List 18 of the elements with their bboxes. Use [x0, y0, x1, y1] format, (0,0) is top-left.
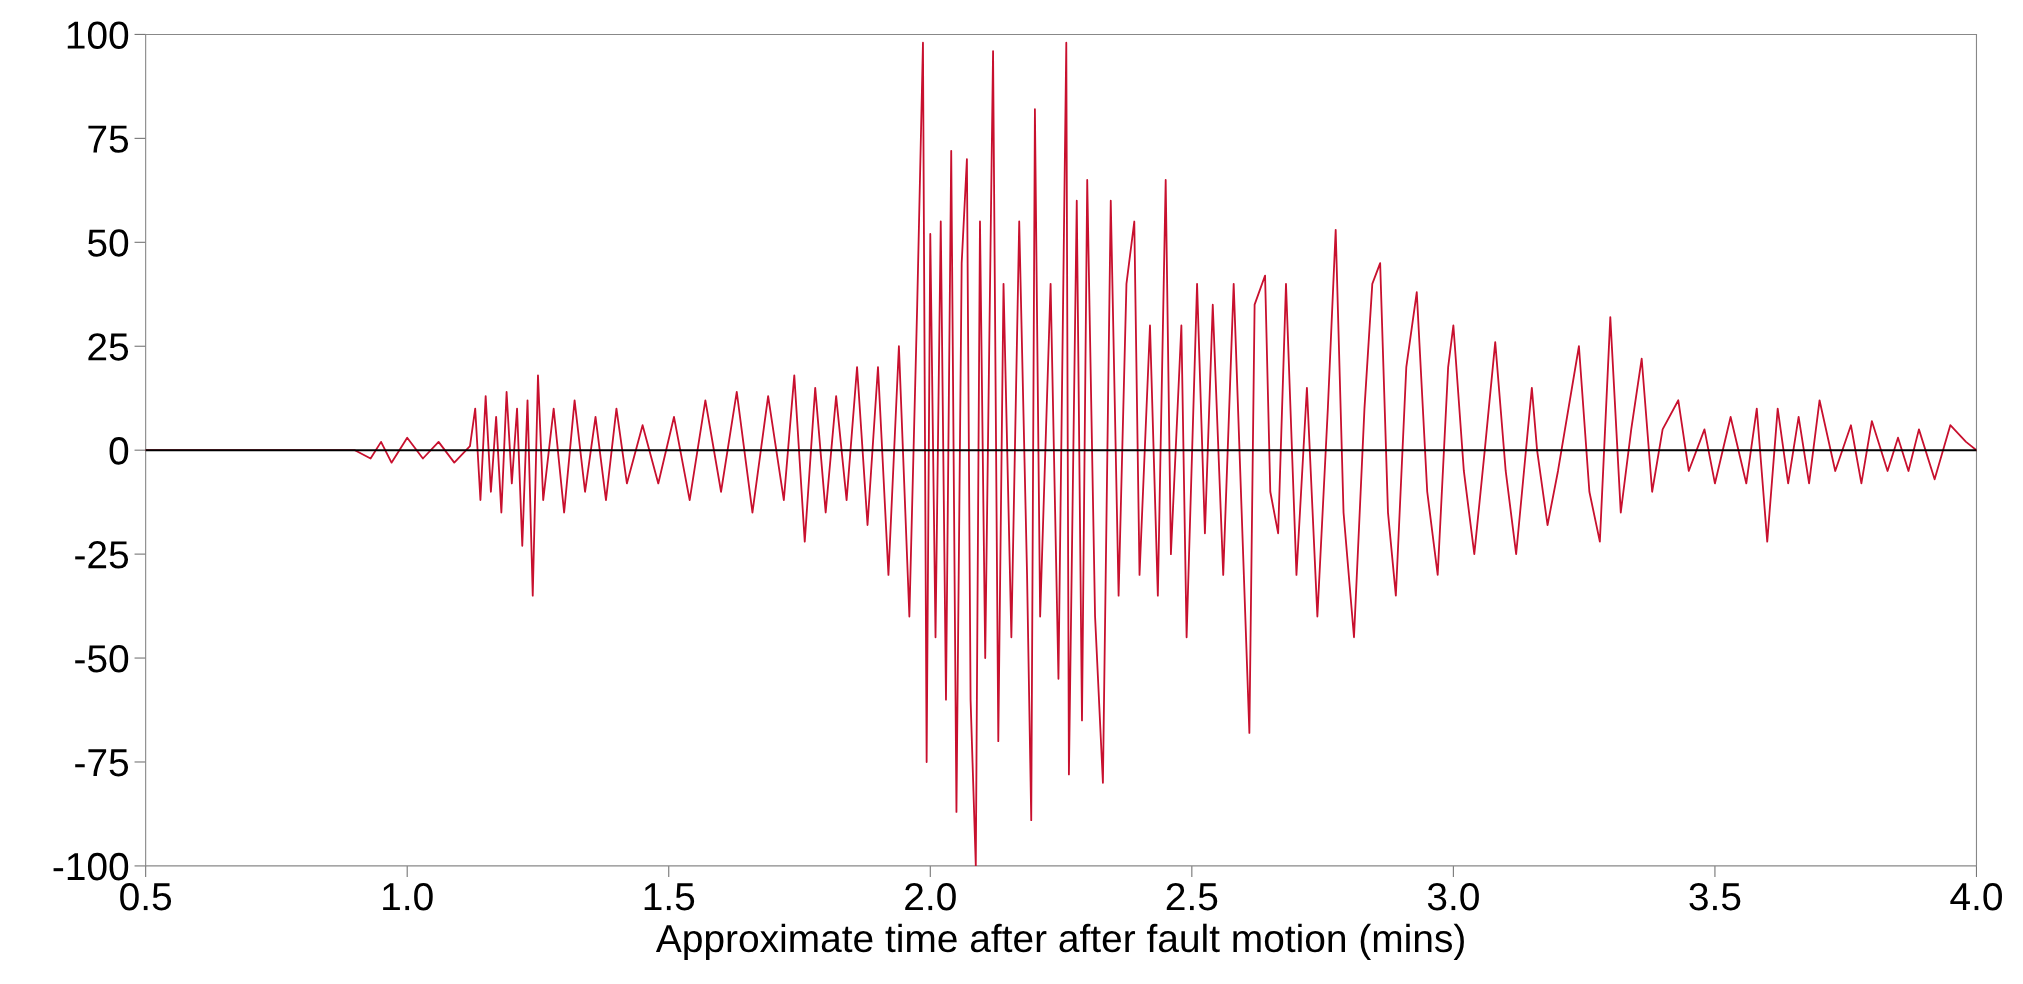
x-tick-label: 2.5 [1166, 882, 1218, 911]
x-tick-label: 3.5 [1689, 882, 1741, 911]
y-tick-label: -75 [75, 749, 129, 777]
y-tick-label: -100 [53, 852, 129, 881]
x-tick-label: 4.0 [1950, 882, 2002, 911]
x-axis-title: Approximate time after after fault motion (mins) [655, 923, 1464, 960]
x-tick-label: 2.0 [905, 882, 956, 911]
y-tick-label: 0 [109, 437, 129, 465]
y-tick-label: 75 [88, 125, 129, 153]
x-tick-label: 0.5 [120, 882, 172, 911]
x-tick-label: 3.0 [1427, 882, 1479, 911]
y-tick-label: 50 [87, 229, 129, 257]
y-tick-label: 25 [88, 333, 129, 361]
x-tick-label: 1.5 [644, 883, 695, 911]
x-tick-label: 1.0 [383, 882, 433, 911]
y-tick-label: -50 [75, 644, 129, 673]
y-tick-label: 100 [67, 21, 129, 49]
y-tick-label: -25 [75, 541, 129, 569]
